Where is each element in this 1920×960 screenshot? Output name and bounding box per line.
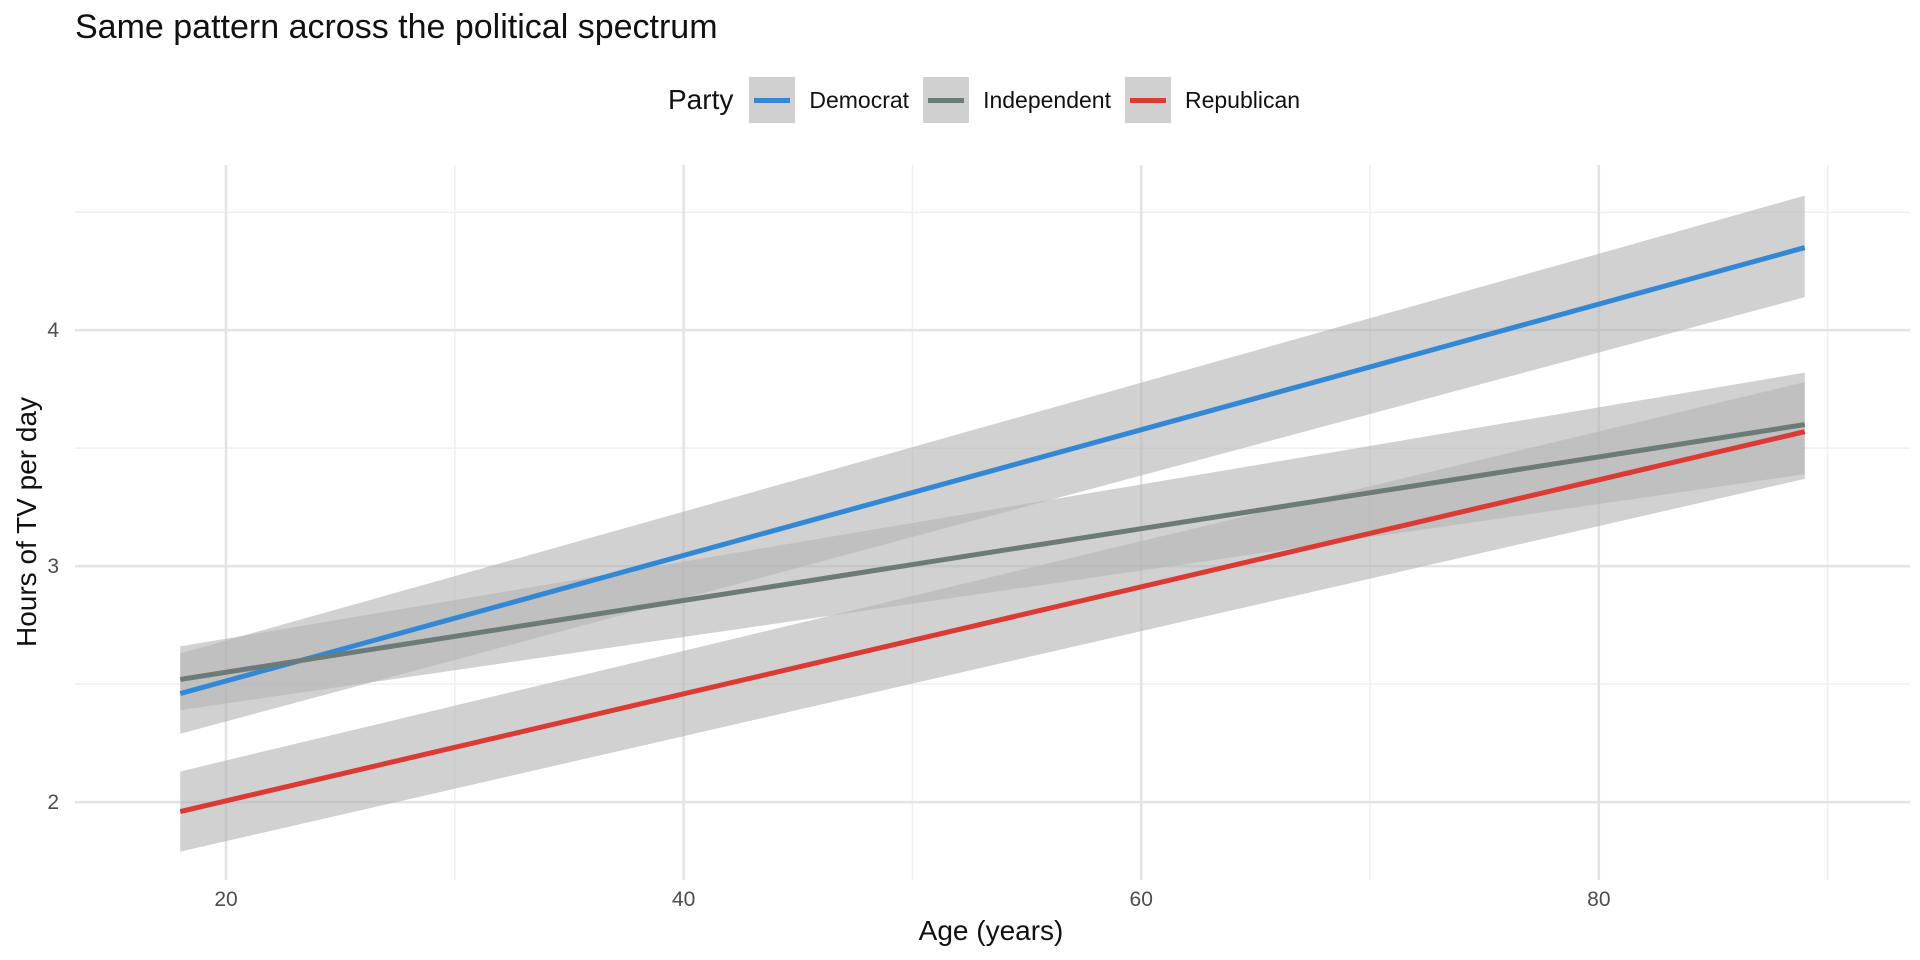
x-axis-title: Age (years) (919, 915, 1064, 946)
legend-label-republican: Republican (1184, 86, 1301, 113)
legend-title: Party (668, 84, 734, 115)
x-tick-label-80: 80 (1587, 888, 1610, 911)
y-tick-label-2: 2 (47, 791, 59, 814)
y-axis-title: Hours of TV per day (11, 397, 42, 647)
legend-item-independent: Independent (923, 77, 1111, 123)
series-line-republican (179, 429, 1806, 815)
legend-label-democrat: Democrat (809, 86, 910, 113)
confidence-bands (180, 195, 1805, 852)
confidence-band-independent (180, 372, 1805, 711)
legend-item-republican: Republican (1124, 77, 1301, 123)
series-lines (179, 245, 1806, 815)
legend-key-democrat (749, 77, 796, 123)
tick-labels: 20 40 60 80 2 3 4 (47, 319, 1610, 911)
series-line-democrat (179, 245, 1806, 696)
y-tick-label-4: 4 (47, 319, 59, 342)
legend-key-independent (923, 77, 970, 123)
x-tick-label-60: 60 (1130, 888, 1153, 911)
chart-title: Same pattern across the political spectr… (75, 8, 718, 46)
x-tick-label-20: 20 (214, 888, 237, 911)
legend-item-democrat: Democrat (749, 77, 909, 123)
y-tick-label-3: 3 (47, 555, 59, 578)
legend-key-republican (1124, 77, 1171, 123)
series-line-independent (179, 422, 1806, 682)
legend-label-independent: Independent (983, 86, 1111, 113)
legend: Party Democrat Independent Republican (668, 77, 1314, 123)
x-tick-label-40: 40 (672, 888, 695, 911)
confidence-band-republican (180, 382, 1805, 852)
